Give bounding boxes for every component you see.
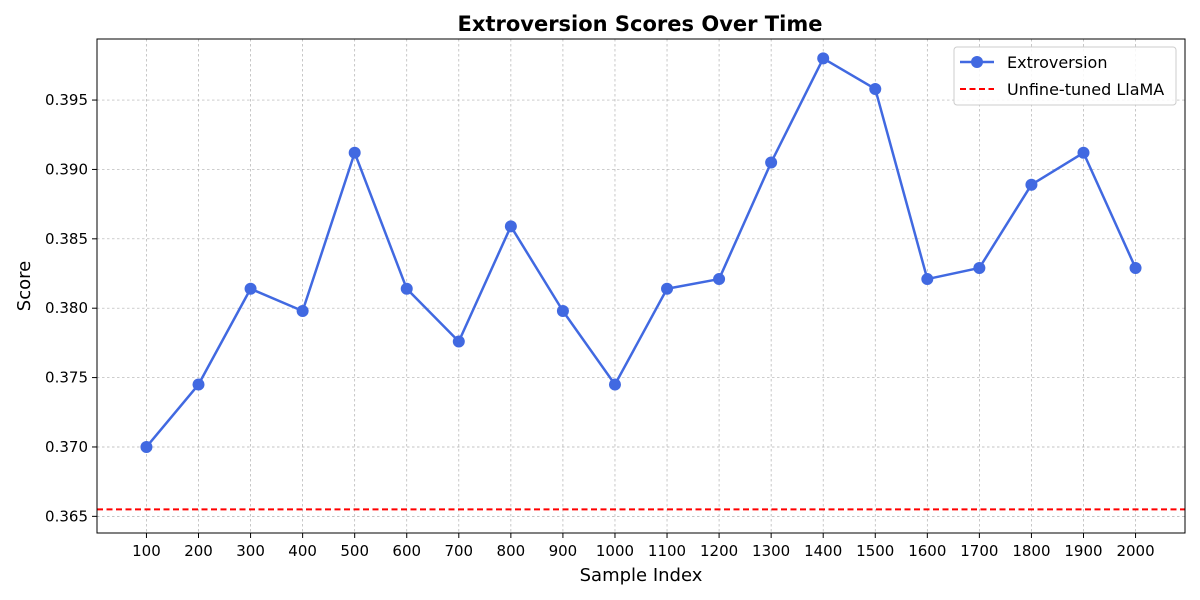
legend-box	[953, 46, 1177, 106]
data-point	[400, 282, 413, 295]
chart-title: Extroversion Scores Over Time	[458, 12, 823, 36]
data-point	[504, 220, 517, 233]
x-tick-label: 900	[549, 542, 578, 560]
legend-label-reference: Unfine-tuned LlaMA	[1007, 80, 1164, 99]
x-tick-label: 1300	[752, 542, 790, 560]
x-tick-label: 600	[392, 542, 421, 560]
y-axis-ticks: 0.365 0.370 0.375 0.380 0.385 0.390 0.395	[45, 91, 97, 525]
x-tick-label: 200	[184, 542, 213, 560]
data-point	[1129, 261, 1142, 274]
x-tick-label: 2000	[1116, 542, 1154, 560]
y-tick-label: 0.395	[45, 91, 88, 109]
plot-frame	[96, 38, 1186, 534]
y-tick-label: 0.390	[45, 160, 88, 178]
y-tick-label: 0.365	[45, 507, 88, 525]
legend: Extroversion Unfine-tuned LlaMA	[953, 46, 1177, 106]
x-tick-label: 300	[236, 542, 265, 560]
x-tick-label: 1800	[1012, 542, 1050, 560]
data-point	[244, 282, 257, 295]
data-point	[713, 273, 726, 286]
legend-marker-extroversion	[971, 56, 983, 68]
y-tick-label: 0.370	[45, 438, 88, 456]
data-point	[608, 378, 621, 391]
x-tick-label: 1000	[596, 542, 634, 560]
y-tick-label: 0.375	[45, 369, 88, 387]
data-point	[348, 146, 361, 159]
x-tick-label: 800	[497, 542, 526, 560]
data-point	[921, 273, 934, 286]
x-tick-label: 500	[340, 542, 369, 560]
data-point	[296, 304, 309, 317]
x-tick-label: 400	[288, 542, 317, 560]
data-point	[765, 156, 778, 169]
legend-label-extroversion: Extroversion	[1007, 53, 1107, 72]
data-point	[1077, 146, 1090, 159]
x-axis-label: Sample Index	[580, 565, 703, 586]
series-line	[145, 57, 1137, 448]
data-point	[869, 82, 882, 95]
x-axis-ticks: 100 200 300 400 500 600 700 800 900 1000 1100 1200 1…	[132, 533, 1155, 560]
x-tick-label: 100	[132, 542, 161, 560]
data-point	[452, 335, 465, 348]
data-point	[140, 440, 153, 453]
grid-layer	[97, 39, 1185, 533]
data-point	[1025, 178, 1038, 191]
data-point	[192, 378, 205, 391]
data-point	[556, 304, 569, 317]
x-tick-label: 1100	[648, 542, 686, 560]
y-tick-label: 0.380	[45, 299, 88, 317]
x-tick-label: 700	[444, 542, 473, 560]
data-point	[973, 261, 986, 274]
x-tick-label: 1500	[856, 542, 894, 560]
y-tick-label: 0.385	[45, 230, 88, 248]
x-tick-label: 1900	[1064, 542, 1102, 560]
data-point	[661, 282, 674, 295]
data-point	[817, 52, 830, 65]
x-tick-label: 1400	[804, 542, 842, 560]
series-layer	[140, 52, 1142, 453]
y-axis-label: Score	[14, 261, 35, 311]
x-tick-label: 1200	[700, 542, 738, 560]
x-tick-label: 1600	[908, 542, 946, 560]
x-tick-label: 1700	[960, 542, 998, 560]
